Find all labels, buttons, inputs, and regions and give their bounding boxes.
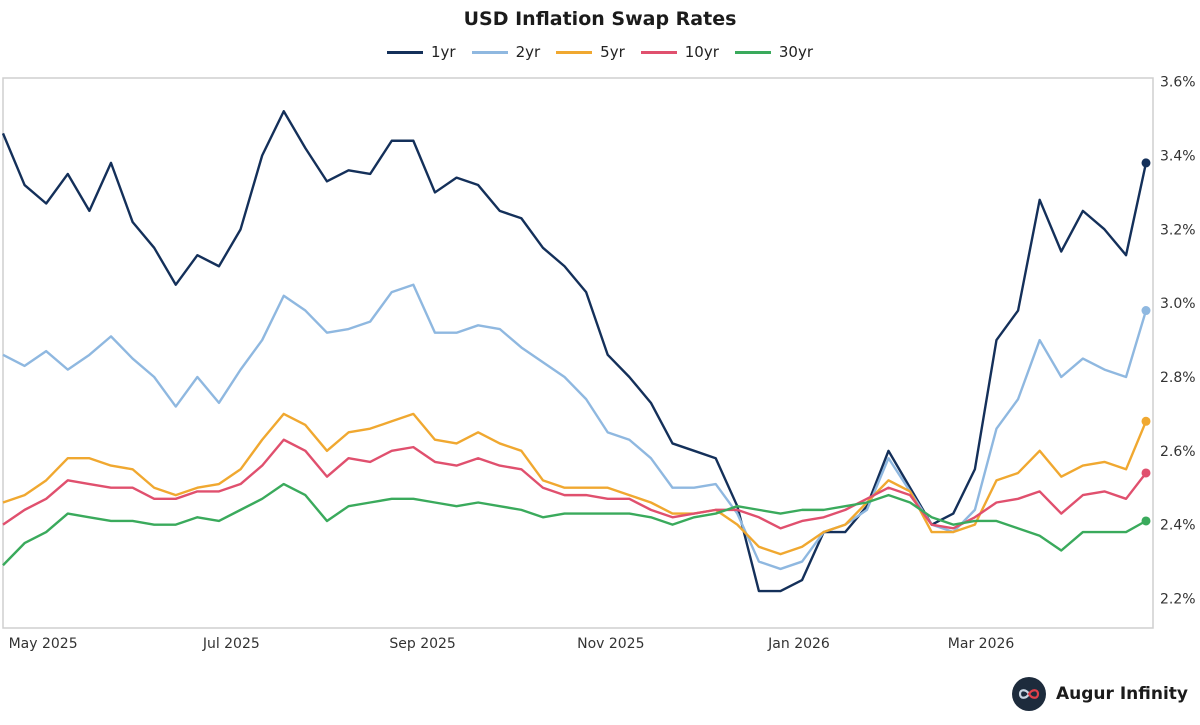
plot-area bbox=[2, 77, 1154, 629]
series-line-30yr bbox=[2, 482, 1147, 567]
y-axis: 2.2% 2.4% 2.6% 2.8% 3.0% 3.2% 3.4% 3.6% bbox=[1160, 75, 1196, 608]
chart-title: USD Inflation Swap Rates bbox=[463, 8, 737, 30]
x-tick-label: Jul 2025 bbox=[202, 636, 260, 652]
legend-item-2yr[interactable]: 2yr bbox=[471, 43, 541, 61]
x-tick-label: Mar 2026 bbox=[948, 636, 1015, 652]
legend-label: 2yr bbox=[515, 43, 541, 61]
y-tick-label: 3.0% bbox=[1160, 296, 1196, 312]
series-line-2yr bbox=[2, 283, 1148, 571]
series-end-marker-1yr bbox=[1141, 158, 1151, 168]
legend-item-5yr[interactable]: 5yr bbox=[556, 43, 625, 61]
y-tick-label: 2.4% bbox=[1160, 518, 1196, 534]
infinity-icon bbox=[1012, 677, 1046, 711]
x-tick-label: Sep 2025 bbox=[389, 636, 455, 652]
series-end-marker-10yr bbox=[1141, 468, 1151, 478]
series-end-marker-5yr bbox=[1141, 416, 1151, 426]
legend-item-1yr[interactable]: 1yr bbox=[386, 43, 456, 61]
y-tick-label: 3.2% bbox=[1160, 222, 1196, 238]
x-tick-label: Nov 2025 bbox=[577, 636, 644, 652]
legend-label: 30yr bbox=[778, 43, 814, 61]
series-lines bbox=[1, 110, 1151, 593]
brand-name: Augur Infinity bbox=[1056, 684, 1188, 704]
x-tick-label: May 2025 bbox=[9, 636, 78, 652]
legend-swatch bbox=[640, 50, 677, 54]
legend-label: 1yr bbox=[430, 43, 456, 61]
y-tick-label: 2.8% bbox=[1160, 370, 1196, 386]
legend-item-10yr[interactable]: 10yr bbox=[640, 43, 719, 61]
legend: 1yr 2yr 5yr 10yr 30yr bbox=[0, 43, 1200, 61]
legend-swatch bbox=[386, 50, 423, 54]
series-end-marker-30yr bbox=[1141, 516, 1151, 526]
brand: Augur Infinity bbox=[1012, 677, 1188, 711]
series-line-5yr bbox=[2, 412, 1148, 556]
legend-item-30yr[interactable]: 30yr bbox=[734, 43, 814, 61]
series-end-marker-2yr bbox=[1141, 306, 1151, 316]
y-tick-label: 3.4% bbox=[1160, 149, 1196, 165]
legend-swatch bbox=[734, 50, 771, 54]
legend-label: 10yr bbox=[684, 43, 719, 61]
x-tick-label: Jan 2026 bbox=[767, 636, 830, 652]
series-line-10yr bbox=[2, 438, 1147, 530]
y-tick-label: 2.6% bbox=[1160, 444, 1196, 460]
y-tick-label: 3.6% bbox=[1160, 75, 1196, 91]
legend-swatch bbox=[471, 50, 508, 54]
y-tick-label: 2.2% bbox=[1160, 591, 1196, 607]
x-axis: May 2025 Jul 2025 Sep 2025 Nov 2025 Jan 2026… bbox=[9, 636, 1015, 652]
legend-swatch bbox=[556, 50, 593, 54]
legend-label: 5yr bbox=[600, 43, 625, 61]
series-line-1yr bbox=[1, 110, 1148, 593]
